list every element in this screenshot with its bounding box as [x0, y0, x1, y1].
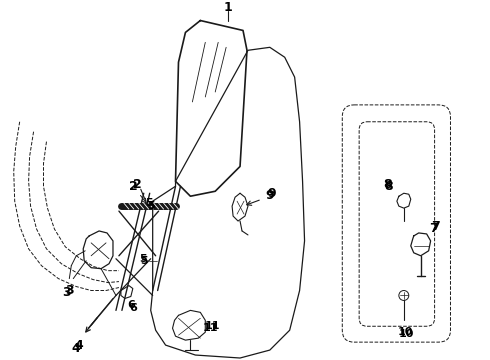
Text: 6: 6: [129, 303, 137, 314]
Text: 11: 11: [202, 323, 218, 333]
Text: 9: 9: [266, 189, 274, 202]
Text: 3: 3: [65, 284, 74, 297]
Text: 5: 5: [140, 256, 147, 266]
Text: 10: 10: [398, 327, 414, 337]
Text: 8: 8: [385, 180, 393, 193]
Text: 6: 6: [127, 300, 135, 310]
Text: 4: 4: [75, 339, 84, 352]
Text: 7: 7: [431, 220, 440, 234]
Text: 8: 8: [384, 178, 392, 191]
Text: 2: 2: [129, 180, 138, 193]
Text: 2: 2: [133, 178, 142, 191]
Text: 5: 5: [147, 201, 154, 211]
Text: 11: 11: [204, 321, 220, 331]
Text: 9: 9: [268, 187, 276, 200]
Text: 1: 1: [224, 1, 232, 14]
Text: 5: 5: [139, 254, 147, 264]
Text: 4: 4: [72, 342, 81, 355]
Text: 3: 3: [62, 286, 71, 299]
Text: 7: 7: [429, 222, 438, 235]
Text: 5: 5: [145, 198, 152, 208]
Text: 10: 10: [399, 329, 415, 339]
